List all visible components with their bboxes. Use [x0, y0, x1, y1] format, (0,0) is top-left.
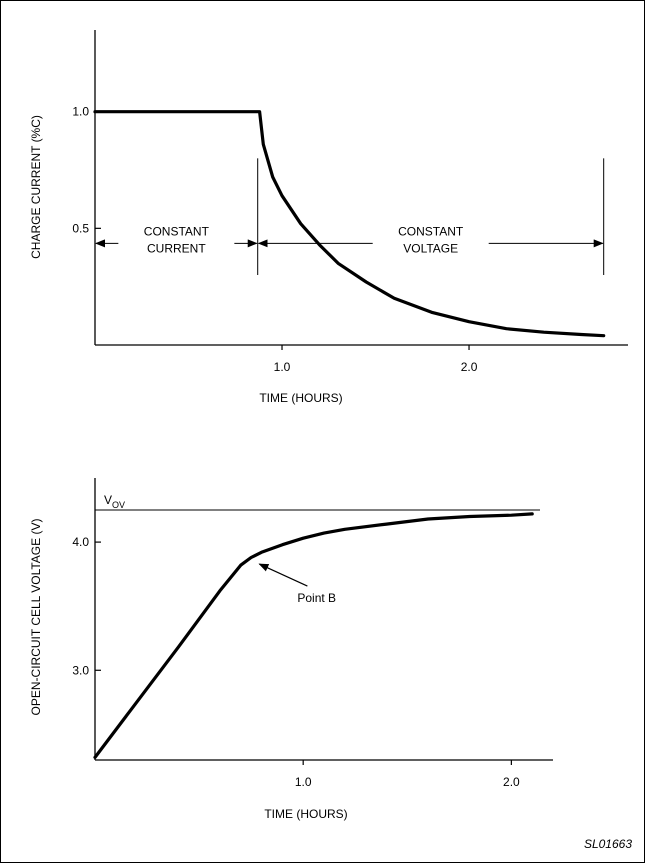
vov-label: VOV [104, 493, 125, 510]
point-b-arrow [258, 563, 308, 587]
constant-current-label: CONSTANT [144, 224, 210, 238]
point-b-label: Point B [297, 591, 336, 605]
y-tick-label: 0.5 [72, 221, 89, 235]
constant-voltage-label: VOLTAGE [403, 241, 458, 255]
y-axis-title: CHARGE CURRENT (%C) [29, 115, 43, 259]
figure-code: SL01663 [584, 837, 632, 851]
x-axis-title: TIME (HOURS) [259, 391, 342, 405]
y-tick-label: 1.0 [72, 105, 89, 119]
x-axis-title: TIME (HOURS) [264, 807, 347, 821]
charge-current-chart: 1.0 2.0 0.5 1.0 CONSTANT CURRENT CONSTANT VOLT… [29, 30, 628, 405]
cell-voltage-chart: 1.0 2.0 3.0 4.0 VOV Point B TIME (HOURS) OP… [29, 478, 553, 821]
y-axis-title: OPEN-CIRCUIT CELL VOLTAGE (V) [29, 519, 43, 716]
x-tick-label: 1.0 [295, 775, 312, 789]
y-tick-label: 4.0 [72, 535, 89, 549]
y-tick-label: 3.0 [72, 663, 89, 677]
cell-voltage-line [93, 512, 534, 759]
constant-current-label: CURRENT [147, 241, 206, 255]
constant-voltage-label: CONSTANT [398, 224, 464, 238]
x-tick-label: 1.0 [274, 360, 291, 374]
x-tick-label: 2.0 [461, 360, 478, 374]
charge-current-line [93, 110, 606, 338]
x-tick-label: 2.0 [503, 775, 520, 789]
